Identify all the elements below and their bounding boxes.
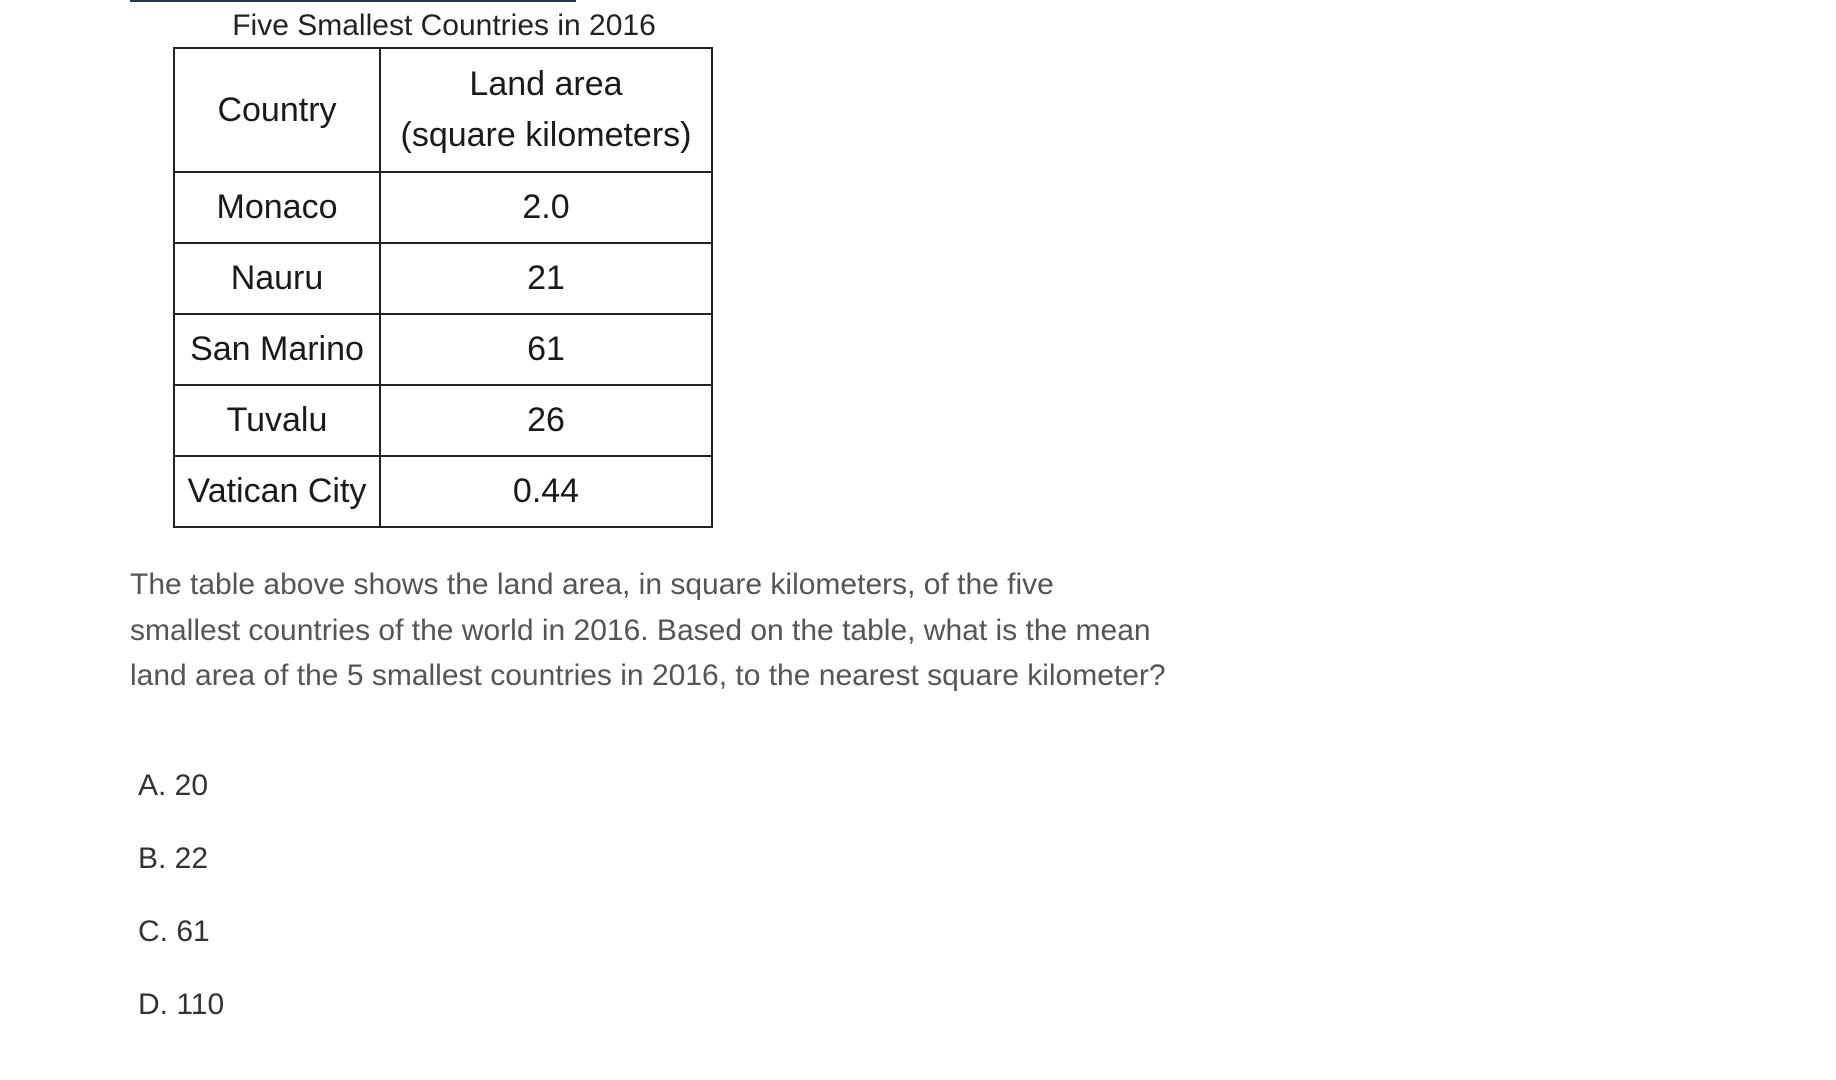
choice-d[interactable]: D. 110 (138, 988, 225, 1021)
country-cell: Monaco (173, 171, 381, 244)
country-cell: Tuvalu (173, 384, 381, 457)
table-row: San Marino 61 (173, 313, 713, 386)
country-cell: Vatican City (173, 455, 381, 528)
area-cell: 61 (379, 313, 713, 386)
table-row: Vatican City 0.44 (173, 455, 713, 528)
answer-choices: A. 20 B. 22 C. 61 D. 110 (138, 762, 224, 1054)
table-row: Tuvalu 26 (173, 384, 713, 457)
header-land-area: Land area (square kilometers) (379, 47, 713, 173)
header-country: Country (173, 47, 381, 173)
area-cell: 0.44 (379, 455, 713, 528)
choice-c[interactable]: C. 61 (138, 915, 210, 948)
header-land-area-line1: Land area (469, 65, 623, 103)
choice-a[interactable]: A. 20 (138, 769, 209, 802)
table-title: Five Smallest Countries in 2016 (232, 9, 656, 42)
table-row: Nauru 21 (173, 242, 713, 315)
table-header-row: Country Land area (square kilometers) (173, 47, 713, 173)
country-cell: Nauru (173, 242, 381, 315)
header-land-area-line2: (square kilometers) (400, 116, 692, 154)
land-area-table: Country Land area (square kilometers) Mo… (173, 47, 713, 528)
country-cell: San Marino (173, 313, 381, 386)
area-cell: 26 (379, 384, 713, 457)
top-divider (130, 0, 576, 2)
table-row: Monaco 2.0 (173, 171, 713, 244)
question-text: The table above shows the land area, in … (130, 568, 1166, 692)
area-cell: 2.0 (379, 171, 713, 244)
area-cell: 21 (379, 242, 713, 315)
choice-b[interactable]: B. 22 (138, 842, 209, 875)
